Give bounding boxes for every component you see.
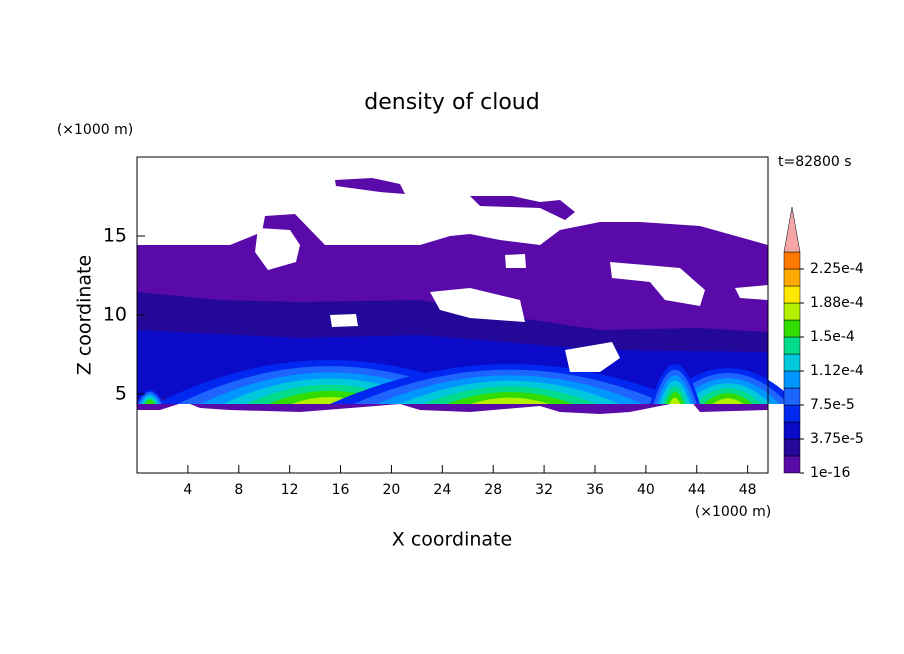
x-tick-label: 44 xyxy=(688,482,706,498)
x-tick-label: 36 xyxy=(586,482,604,498)
colorbar-tick-label: 7.5e-5 xyxy=(810,397,855,413)
clear-patch xyxy=(330,314,358,327)
colorbar-bin xyxy=(783,285,801,304)
colorbar-bin xyxy=(783,421,801,440)
contour-region xyxy=(470,397,550,404)
colorbar-bin xyxy=(783,268,801,287)
clear-patch xyxy=(735,285,768,300)
clear-patch xyxy=(430,288,525,322)
x-tick-label: 4 xyxy=(183,482,192,498)
contour-region xyxy=(145,399,155,404)
annotation: t=82800 s xyxy=(778,154,852,170)
colorbar-tick-label: 1e-16 xyxy=(810,465,850,481)
x-tick-label: 28 xyxy=(484,482,502,498)
colorbar-tick-label: 1.12e-4 xyxy=(810,363,864,379)
colorbar-tick-label: 1.88e-4 xyxy=(810,295,864,311)
x-tick-label: 24 xyxy=(433,482,451,498)
chart-title: density of cloud xyxy=(364,90,539,115)
colorbar-bin xyxy=(783,319,801,338)
x-tick-label: 32 xyxy=(535,482,553,498)
x-tick-label: 8 xyxy=(234,482,243,498)
clear-patch xyxy=(505,254,526,268)
y-unit: (×1000 m) xyxy=(57,122,133,138)
colorbar-tick-label: 1.5e-4 xyxy=(810,329,855,345)
x-tick-label: 40 xyxy=(637,482,655,498)
clear-patch xyxy=(565,342,620,372)
x-axis-title: X coordinate xyxy=(392,529,512,551)
clear-patch xyxy=(610,262,705,306)
y-tick-label: 15 xyxy=(103,225,127,247)
x-tick-label: 16 xyxy=(332,482,350,498)
y-tick-label: 5 xyxy=(115,383,127,405)
x-tick-label: 48 xyxy=(739,482,757,498)
y-axis-title: Z coordinate xyxy=(74,255,96,375)
y-tick-label: 10 xyxy=(103,304,127,326)
contour-region xyxy=(335,178,405,194)
colorbar-tick-label: 2.25e-4 xyxy=(810,261,864,277)
colorbar-extend xyxy=(783,206,801,253)
clear-air xyxy=(255,228,768,372)
colorbar-tick-label: 3.75e-5 xyxy=(810,431,864,447)
colorbar-bin xyxy=(783,370,801,389)
contour-region xyxy=(470,196,575,220)
contour-region xyxy=(712,398,744,404)
x-tick-label: 20 xyxy=(383,482,401,498)
clear-patch xyxy=(255,228,300,270)
colorbar-bin xyxy=(783,404,801,423)
contour-region xyxy=(669,397,681,404)
colorbar-bin xyxy=(783,387,801,406)
x-tick-label: 12 xyxy=(281,482,299,498)
colorbar-bin xyxy=(783,336,801,355)
colorbar-bin xyxy=(783,302,801,321)
colorbar-bin xyxy=(783,438,801,457)
colorbar-bin xyxy=(783,455,801,474)
colorbar-bin xyxy=(783,251,801,270)
colorbar-bin xyxy=(783,353,801,372)
x-unit: (×1000 m) xyxy=(695,504,771,520)
